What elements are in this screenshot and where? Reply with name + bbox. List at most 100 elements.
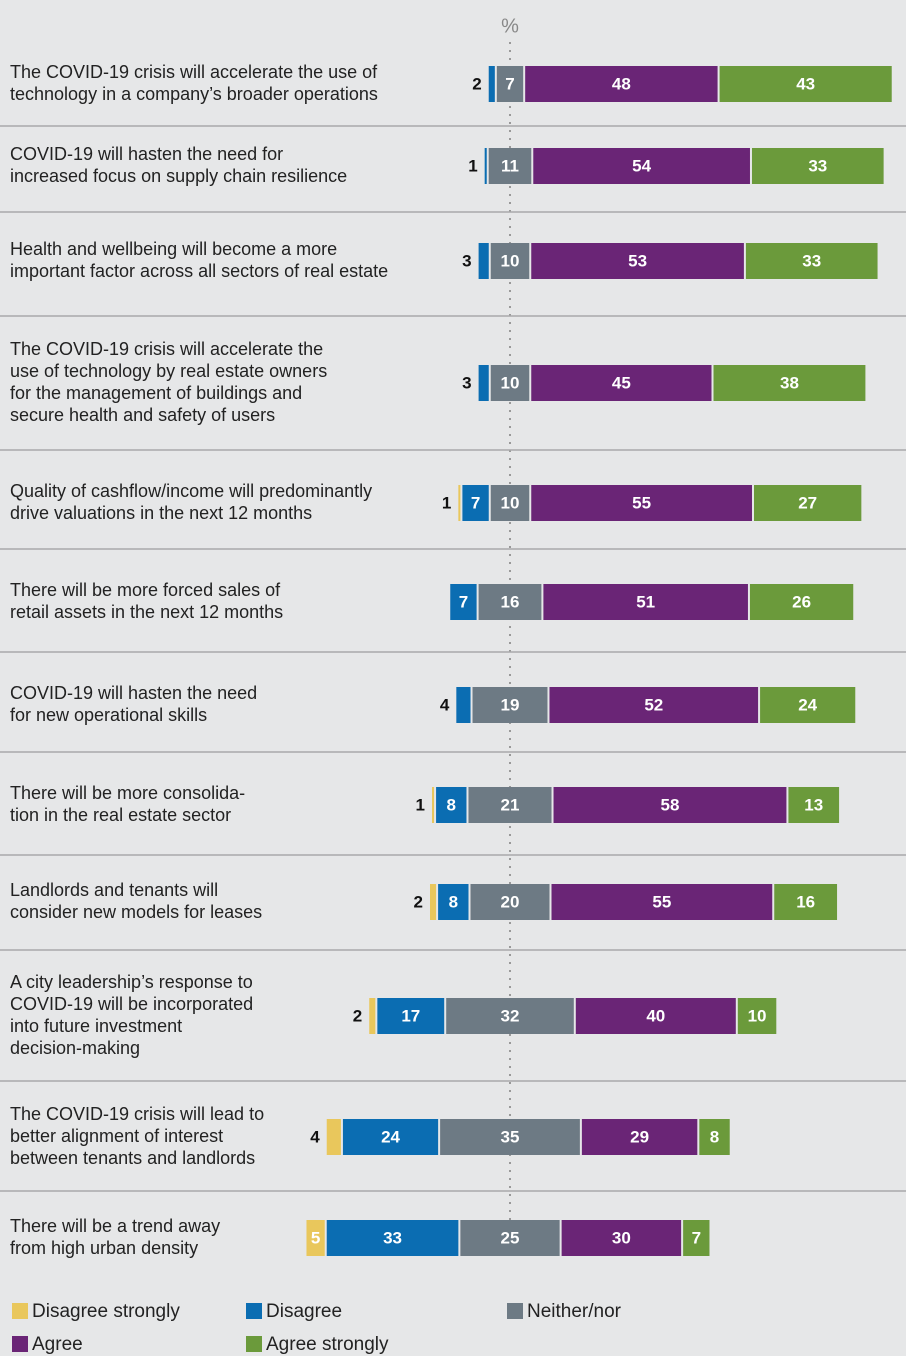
bar-segment [326, 1220, 459, 1256]
bar-segment [478, 365, 489, 401]
row-label: secure health and safety of users [10, 405, 275, 425]
row-label: COVID-19 will hasten the need [10, 683, 257, 703]
legend-label: Agree strongly [266, 1334, 389, 1355]
bar-segment [488, 148, 532, 184]
legend-swatch [246, 1303, 262, 1319]
bar-segment [462, 485, 489, 521]
bar-segment [531, 243, 744, 279]
value-label: 21 [501, 795, 520, 814]
row-label: increased focus on supply chain resilien… [10, 166, 347, 186]
bar-segment [561, 1220, 682, 1256]
bar-segment [458, 485, 461, 521]
bar-segment [751, 148, 884, 184]
bar-segment [496, 66, 524, 102]
row-label: tion in the real estate sector [10, 805, 231, 825]
value-label: 10 [501, 493, 520, 512]
bar-segment [754, 485, 862, 521]
bar-segment [490, 365, 530, 401]
value-label: 7 [459, 592, 468, 611]
legend-swatch [246, 1336, 262, 1352]
bar-segment [438, 884, 469, 920]
bar-segment [470, 884, 550, 920]
bar-segment [713, 365, 866, 401]
value-label: 10 [501, 373, 520, 392]
value-label: 7 [471, 493, 480, 512]
value-label: 1 [416, 795, 425, 814]
bar-segment [745, 243, 878, 279]
value-label: 24 [798, 695, 817, 714]
value-label: 4 [310, 1127, 320, 1146]
value-label: 27 [798, 493, 817, 512]
row-label: drive valuations in the next 12 months [10, 503, 312, 523]
value-label: 53 [628, 251, 647, 270]
row-label: technology in a company’s broader operat… [10, 84, 378, 104]
value-label: 43 [796, 74, 815, 93]
bar-segment [788, 787, 840, 823]
value-label: 3 [462, 251, 471, 270]
value-label: 7 [692, 1228, 701, 1247]
bar-segment [342, 1119, 439, 1155]
unit-label: % [501, 15, 519, 37]
row-label: better alignment of interest [10, 1126, 223, 1146]
bar-segment [551, 884, 773, 920]
row-label: retail assets in the next 12 months [10, 602, 283, 622]
row-label: The COVID-19 crisis will accelerate the … [10, 62, 378, 82]
row-label: COVID-19 will be incorporated [10, 994, 253, 1014]
bar-segment [525, 66, 718, 102]
value-label: 48 [612, 74, 631, 93]
bar-segment [774, 884, 838, 920]
bar-segment [456, 687, 471, 723]
bar-segment [581, 1119, 698, 1155]
bar-segment [446, 998, 574, 1034]
value-label: 55 [652, 892, 671, 911]
bar-segment [460, 1220, 560, 1256]
row-label: There will be more forced sales of [10, 580, 281, 600]
legend-label: Disagree strongly [32, 1301, 180, 1322]
row-label: use of technology by real estate owners [10, 361, 327, 381]
value-label: 2 [353, 1006, 362, 1025]
value-label: 26 [792, 592, 811, 611]
value-label: 8 [710, 1127, 719, 1146]
bar-segment [478, 243, 489, 279]
value-label: 8 [447, 795, 456, 814]
legend-swatch [12, 1303, 28, 1319]
bar-segment [377, 998, 445, 1034]
value-label: 33 [383, 1228, 402, 1247]
row-label: between tenants and landlords [10, 1148, 255, 1168]
legend-swatch [507, 1303, 523, 1319]
row-label: Health and wellbeing will become a more [10, 239, 337, 259]
legend-label: Agree [32, 1334, 83, 1355]
row-label: important factor across all sectors of r… [10, 261, 388, 281]
bar-segment [468, 787, 552, 823]
bar-segment [488, 66, 495, 102]
value-label: 20 [501, 892, 520, 911]
bar-segment [440, 1119, 580, 1155]
bar-segment [549, 687, 759, 723]
value-label: 32 [501, 1006, 520, 1025]
bar-segment [699, 1119, 730, 1155]
row-label: into future investment [10, 1016, 182, 1036]
bar-segment [430, 884, 437, 920]
value-label: 7 [505, 74, 514, 93]
value-label: 52 [644, 695, 663, 714]
bar-segment [575, 998, 736, 1034]
value-label: 1 [442, 493, 451, 512]
bar-segment [531, 485, 752, 521]
bar-segment [719, 66, 892, 102]
value-label: 54 [632, 156, 651, 175]
value-label: 58 [661, 795, 680, 814]
value-label: 55 [632, 493, 651, 512]
value-label: 33 [802, 251, 821, 270]
row-label: The COVID-19 crisis will accelerate the [10, 339, 323, 359]
row-label: A city leadership’s response to [10, 972, 253, 992]
bar-segment [432, 787, 435, 823]
legend-label: Disagree [266, 1301, 342, 1322]
bar-segment [484, 148, 487, 184]
value-label: 13 [804, 795, 823, 814]
bar-segment [533, 148, 750, 184]
value-label: 1 [468, 156, 477, 175]
bar-segment [737, 998, 777, 1034]
bar-segment [306, 1220, 325, 1256]
value-label: 16 [796, 892, 815, 911]
